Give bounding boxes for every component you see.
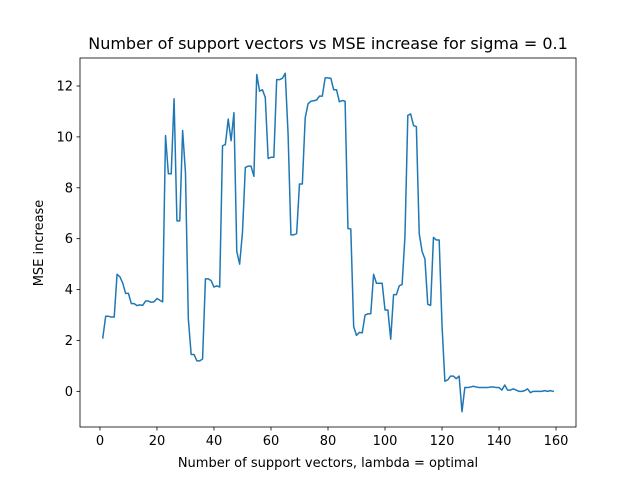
x-tick-label: 100 (373, 434, 398, 449)
x-tick-label: 120 (430, 434, 455, 449)
y-axis-label: MSE increase (32, 200, 47, 287)
x-tick-label: 160 (544, 434, 569, 449)
x-tick-label: 140 (487, 434, 512, 449)
chart-title: Number of support vectors vs MSE increas… (88, 34, 568, 53)
plot-frame (79, 57, 577, 428)
plot-layer: 0 20 40 60 80 100 120 140 160 0 2 4 6 8 10 12 (56, 57, 577, 449)
y-tick-label: 6 (65, 232, 73, 247)
x-tick-label: 80 (320, 434, 337, 449)
x-tick-label: 60 (263, 434, 280, 449)
y-tick-label: 0 (65, 385, 73, 400)
series-line-0 (101, 72, 555, 413)
x-tick-label: 20 (149, 434, 166, 449)
y-tick-label: 10 (56, 130, 73, 145)
x-axis-label: Number of support vectors, lambda = opti… (178, 456, 478, 471)
y-tick-label: 4 (65, 283, 73, 298)
x-tick-label: 0 (96, 434, 104, 449)
y-tick-label: 8 (65, 181, 73, 196)
x-tick-label: 40 (206, 434, 223, 449)
y-tick-label: 12 (56, 79, 73, 94)
y-tick-label: 2 (65, 334, 73, 349)
